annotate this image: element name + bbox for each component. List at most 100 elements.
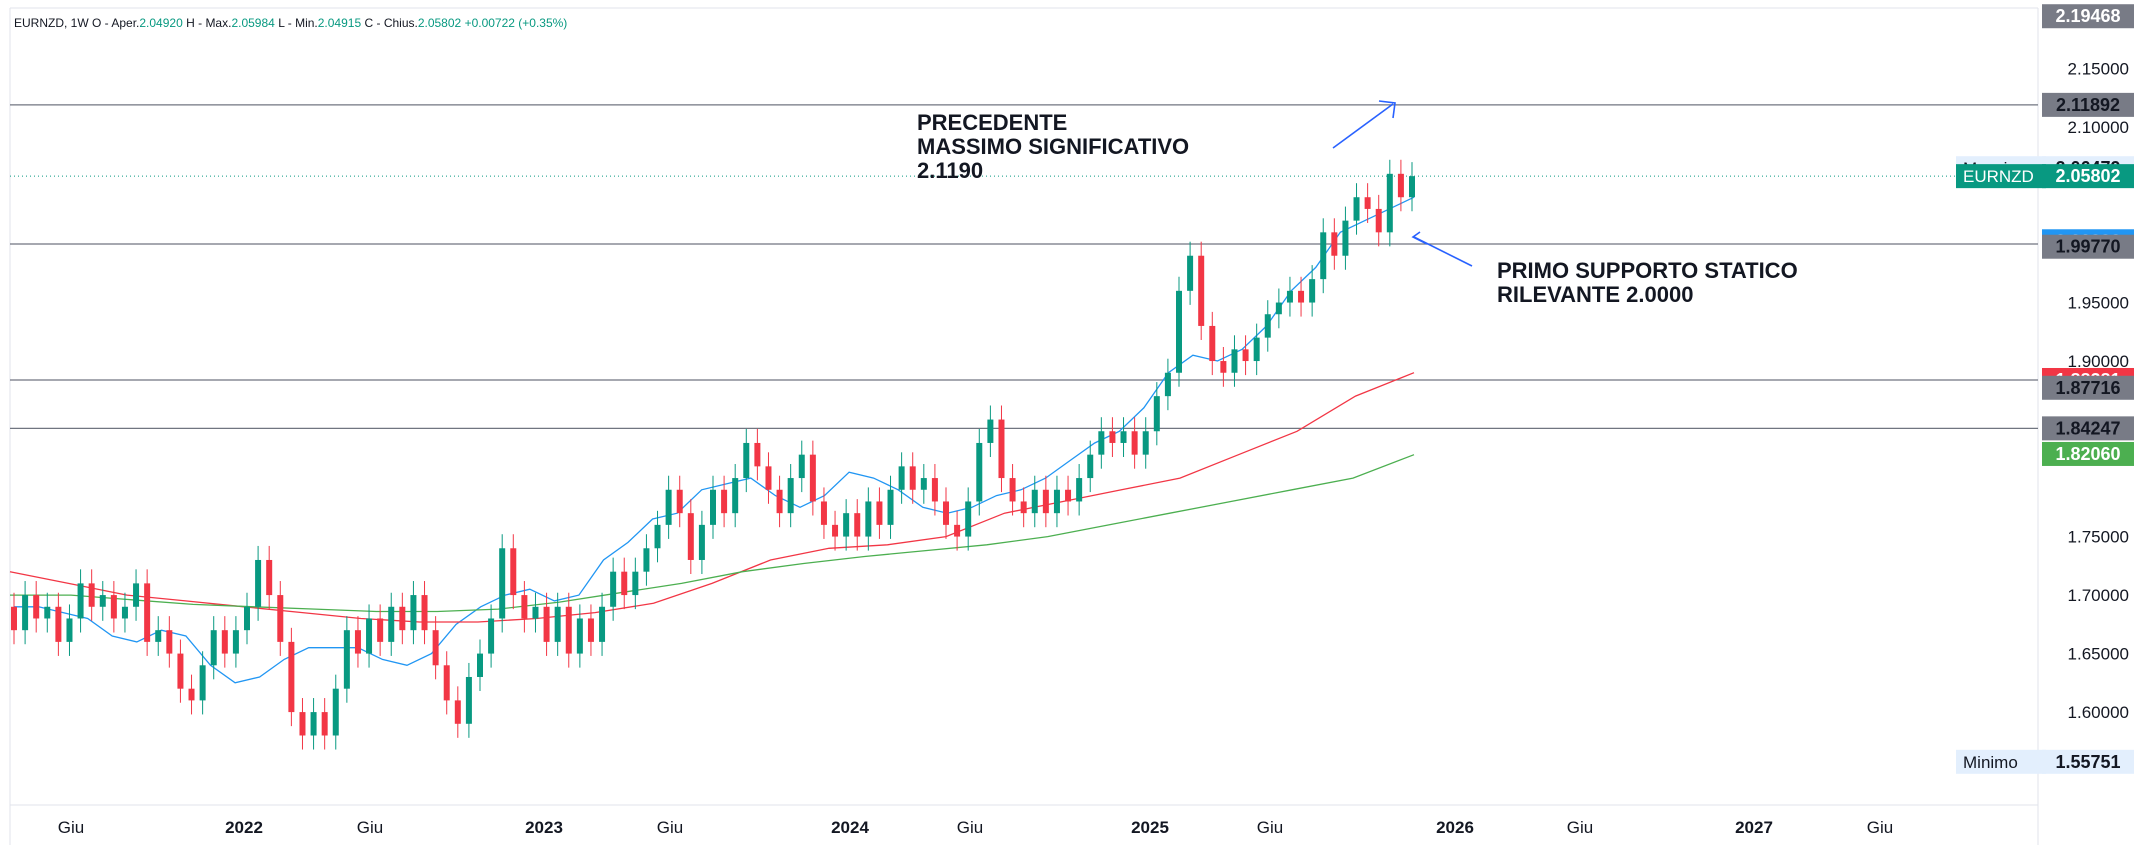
candle-body xyxy=(876,501,883,525)
candle-body xyxy=(465,676,472,724)
candle-body xyxy=(22,595,29,631)
candle-body xyxy=(44,606,51,619)
candle-body xyxy=(676,489,683,514)
candle-body xyxy=(521,595,528,619)
x-tick-label: Giu xyxy=(1867,818,1893,837)
candle-body xyxy=(410,595,417,631)
candle-body xyxy=(399,606,406,631)
candle-body xyxy=(1164,372,1171,397)
candle-body xyxy=(277,595,284,642)
candle-body xyxy=(121,606,128,619)
y-axis: 2.15000 2.10000 1.95000 1.90000 1.75000 1.700… xyxy=(2068,60,2129,723)
candle-body xyxy=(1087,454,1094,479)
candle-body xyxy=(965,501,972,537)
candle-body xyxy=(199,665,206,701)
candle-body xyxy=(166,630,173,654)
candle-body xyxy=(88,583,95,607)
candle-body xyxy=(177,653,184,689)
candle-body xyxy=(343,630,350,689)
y-tick-label: 1.60000 xyxy=(2068,703,2129,722)
y-tick-label: 1.75000 xyxy=(2068,528,2129,547)
candle-body xyxy=(587,618,594,642)
candle-body xyxy=(543,606,550,642)
candle-body xyxy=(77,583,84,619)
candle-body xyxy=(887,489,894,525)
support-arrow-head xyxy=(1411,231,1428,245)
annotation-support-line: RILEVANTE 2.0000 xyxy=(1497,282,1693,307)
candle-body xyxy=(133,583,140,607)
price-tag-value: 1.82060 xyxy=(2055,444,2120,464)
x-axis: Giu 2022 Giu 2023 Giu 2024 Giu 2025 Giu 2026 Giu 20… xyxy=(58,818,1893,837)
price-tag-bg xyxy=(2042,92,2134,117)
candle-body xyxy=(1409,176,1415,198)
low-value: 2.04915 xyxy=(317,16,362,30)
x-tick-label: 2026 xyxy=(1436,818,1474,837)
x-tick-label: Giu xyxy=(657,818,683,837)
candle-body xyxy=(232,630,239,654)
price-tag-value: 1.84247 xyxy=(2055,418,2120,438)
x-tick-label: Giu xyxy=(1257,818,1283,837)
price-tag-value: 1.55751 xyxy=(2055,752,2120,772)
candle-body xyxy=(998,419,1005,479)
candle-body xyxy=(366,618,373,654)
candle-body xyxy=(776,489,783,514)
candle-body xyxy=(954,524,961,537)
x-tick-label: 2022 xyxy=(225,818,263,837)
candle-body xyxy=(632,571,639,596)
candle-body xyxy=(1331,232,1338,256)
low-label: L - Min. xyxy=(278,16,318,30)
candle-body xyxy=(698,524,705,560)
candle-body xyxy=(1131,431,1138,455)
ma-slow-line xyxy=(10,454,1415,613)
candle-body xyxy=(687,513,694,560)
candle-body xyxy=(1176,290,1182,373)
candle-body xyxy=(388,606,395,642)
y-tick-label: 1.90000 xyxy=(2068,352,2129,371)
candle-body xyxy=(1153,396,1160,432)
price-tag-prefix-bg xyxy=(1956,749,2046,774)
candle-body xyxy=(610,571,617,607)
candle-body xyxy=(266,559,273,596)
y-tick-label: 1.95000 xyxy=(2068,294,2129,313)
candle-body xyxy=(1342,220,1349,256)
candle-body xyxy=(1209,325,1216,362)
candle-body xyxy=(11,606,17,631)
candle-body xyxy=(1009,478,1016,502)
candle-body xyxy=(1065,489,1072,502)
candle-body xyxy=(654,524,661,549)
price-tag-bg xyxy=(2042,416,2134,441)
high-value: 2.05984 xyxy=(231,16,275,30)
candle-body xyxy=(1286,290,1293,303)
annotation-top-line: PRECEDENTE xyxy=(917,110,1067,135)
x-tick-label: 2027 xyxy=(1735,818,1773,837)
candle-body xyxy=(1142,431,1149,455)
x-tick-label: 2023 xyxy=(525,818,563,837)
candle-body xyxy=(332,688,339,736)
candle-body xyxy=(1020,501,1027,514)
x-tick-label: Giu xyxy=(58,818,84,837)
candle-body xyxy=(754,442,761,467)
candle-body xyxy=(732,478,739,514)
candle-body xyxy=(55,606,62,642)
x-tick-label: Giu xyxy=(957,818,983,837)
candle-body xyxy=(1298,290,1305,303)
candle-body xyxy=(710,489,716,525)
x-tick-label: 2025 xyxy=(1131,818,1169,837)
candle-body xyxy=(321,712,328,736)
price-tag-bg xyxy=(2042,234,2134,259)
candle-body xyxy=(599,606,606,642)
change-value: +0.00722 (+0.35%) xyxy=(464,16,568,30)
y-tick-label: 2.15000 xyxy=(2068,60,2129,79)
candle-body xyxy=(621,571,628,596)
high-label: H - Max. xyxy=(186,16,232,30)
price-tag-prefix: Minimo xyxy=(1963,753,2018,772)
symbol-header: EURNZD, 1W O - Aper.2.04920 H - Max.2.05… xyxy=(14,16,567,30)
price-tag-prefix: EURNZD xyxy=(1963,167,2034,186)
candle-body xyxy=(510,548,517,596)
candle-body xyxy=(765,466,772,490)
candle-body xyxy=(1242,349,1249,362)
candle-body xyxy=(565,606,572,654)
candle-body xyxy=(354,630,361,654)
candle-body xyxy=(1231,349,1238,373)
